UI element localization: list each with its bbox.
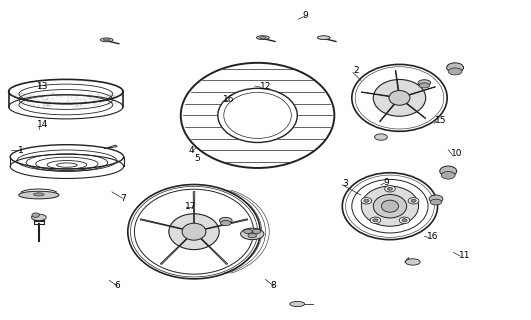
Polygon shape xyxy=(205,219,248,229)
Ellipse shape xyxy=(244,229,252,234)
Ellipse shape xyxy=(373,195,407,218)
Polygon shape xyxy=(193,192,195,223)
Ellipse shape xyxy=(441,172,455,179)
Text: 8: 8 xyxy=(271,281,277,290)
Ellipse shape xyxy=(389,91,410,105)
Ellipse shape xyxy=(182,223,206,240)
Ellipse shape xyxy=(373,219,378,222)
Polygon shape xyxy=(406,103,426,118)
Ellipse shape xyxy=(362,186,418,226)
Ellipse shape xyxy=(218,88,297,142)
Ellipse shape xyxy=(447,63,464,72)
Ellipse shape xyxy=(220,220,231,226)
Ellipse shape xyxy=(252,229,261,234)
Polygon shape xyxy=(104,145,117,149)
Text: 13: 13 xyxy=(37,82,48,91)
Ellipse shape xyxy=(31,214,46,220)
Ellipse shape xyxy=(448,68,462,75)
Ellipse shape xyxy=(429,195,443,203)
Ellipse shape xyxy=(352,64,447,131)
Ellipse shape xyxy=(181,63,335,168)
Text: 2: 2 xyxy=(353,66,358,75)
Text: 17: 17 xyxy=(184,202,196,211)
Text: 5: 5 xyxy=(194,154,200,163)
Text: 10: 10 xyxy=(451,149,463,158)
Polygon shape xyxy=(201,238,228,264)
Ellipse shape xyxy=(440,166,457,176)
Text: 6: 6 xyxy=(115,281,121,290)
Ellipse shape xyxy=(32,213,39,217)
Polygon shape xyxy=(395,70,399,91)
Ellipse shape xyxy=(318,36,330,40)
Ellipse shape xyxy=(430,199,442,205)
Ellipse shape xyxy=(169,214,219,250)
Ellipse shape xyxy=(290,301,305,307)
Polygon shape xyxy=(409,87,435,95)
Ellipse shape xyxy=(374,134,387,140)
Text: 16: 16 xyxy=(427,232,439,241)
Text: 1: 1 xyxy=(18,146,23,155)
Ellipse shape xyxy=(342,173,438,240)
Polygon shape xyxy=(140,219,183,229)
Polygon shape xyxy=(160,238,187,264)
Text: 3: 3 xyxy=(342,180,348,188)
Ellipse shape xyxy=(364,199,369,203)
Ellipse shape xyxy=(419,83,430,88)
Ellipse shape xyxy=(387,187,392,190)
Text: 7: 7 xyxy=(120,194,126,203)
Ellipse shape xyxy=(260,37,266,39)
Ellipse shape xyxy=(248,233,256,238)
Text: 15: 15 xyxy=(435,116,447,125)
Polygon shape xyxy=(361,92,389,97)
Ellipse shape xyxy=(8,95,123,119)
Ellipse shape xyxy=(33,193,44,196)
Ellipse shape xyxy=(405,259,420,265)
Ellipse shape xyxy=(418,80,431,86)
Ellipse shape xyxy=(402,219,407,222)
Text: 9: 9 xyxy=(383,178,389,187)
Ellipse shape xyxy=(381,200,399,212)
Text: 12: 12 xyxy=(260,82,271,91)
Ellipse shape xyxy=(373,79,426,116)
Text: 11: 11 xyxy=(459,251,470,260)
Ellipse shape xyxy=(241,228,264,240)
Ellipse shape xyxy=(10,154,124,179)
Text: 14: 14 xyxy=(37,120,48,130)
Ellipse shape xyxy=(361,198,372,204)
Ellipse shape xyxy=(408,198,419,204)
Text: 9: 9 xyxy=(303,11,309,20)
Ellipse shape xyxy=(256,36,269,40)
Ellipse shape xyxy=(370,217,381,223)
Polygon shape xyxy=(380,104,395,122)
Ellipse shape xyxy=(219,217,232,224)
Text: 4: 4 xyxy=(189,146,194,155)
Ellipse shape xyxy=(399,217,410,223)
Ellipse shape xyxy=(384,186,395,192)
Ellipse shape xyxy=(100,38,113,42)
Ellipse shape xyxy=(19,191,59,199)
Ellipse shape xyxy=(104,39,110,41)
Text: 16: 16 xyxy=(223,95,235,104)
Ellipse shape xyxy=(411,199,416,203)
